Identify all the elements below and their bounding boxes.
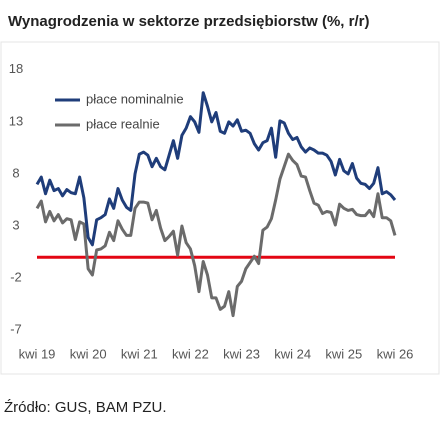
x-tick-label: kwi 26 xyxy=(377,346,414,361)
source-note: Źródło: GUS, BAM PZU. xyxy=(4,399,167,416)
y-tick-label: -2 xyxy=(10,270,22,285)
x-tick-label: kwi 19 xyxy=(19,346,56,361)
y-tick-label: 3 xyxy=(12,217,19,232)
legend-label: płace nominalnie xyxy=(86,91,184,106)
series-line xyxy=(35,152,397,318)
x-tick-label: kwi 20 xyxy=(70,346,107,361)
x-tick-label: kwi 25 xyxy=(325,346,362,361)
chart-title: Wynagrodzenia w sektorze przedsiębiorstw… xyxy=(8,13,369,30)
series-line xyxy=(35,91,397,247)
y-tick-label: 13 xyxy=(9,113,23,128)
x-tick-label: kwi 21 xyxy=(121,346,158,361)
x-tick-label: kwi 24 xyxy=(274,346,311,361)
y-tick-label: 8 xyxy=(12,165,19,180)
x-tick-label: kwi 22 xyxy=(172,346,209,361)
y-tick-label: -7 xyxy=(10,322,22,337)
y-tick-label: 18 xyxy=(9,61,23,76)
legend-label: płace realnie xyxy=(86,116,160,131)
x-tick-label: kwi 23 xyxy=(223,346,260,361)
chart-frame xyxy=(0,41,440,375)
